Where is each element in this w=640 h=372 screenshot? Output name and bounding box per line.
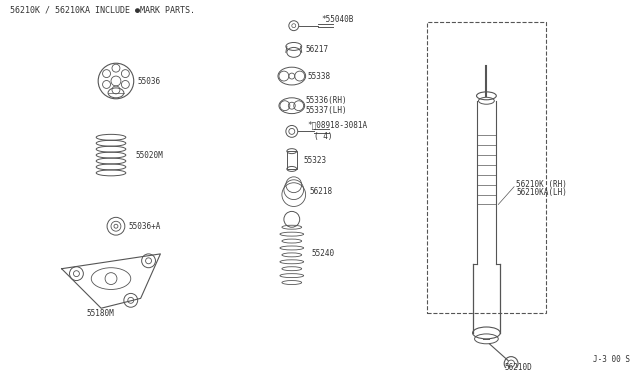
Text: 55323: 55323 xyxy=(303,155,327,164)
Text: *55040B: *55040B xyxy=(321,15,354,24)
Text: 55036: 55036 xyxy=(138,77,161,86)
Text: 55336(RH): 55336(RH) xyxy=(306,96,348,105)
Text: 55338: 55338 xyxy=(308,71,331,81)
Text: 56210K (RH): 56210K (RH) xyxy=(516,180,567,189)
Text: 56210D: 56210D xyxy=(504,363,532,372)
Text: 56210K / 56210KA INCLUDE ●MARK PARTS.: 56210K / 56210KA INCLUDE ●MARK PARTS. xyxy=(10,5,195,15)
Text: ( 4): ( 4) xyxy=(314,132,332,141)
Bar xyxy=(427,22,546,313)
Text: 55036+A: 55036+A xyxy=(129,222,161,231)
Text: 55337(LH): 55337(LH) xyxy=(306,106,348,115)
Text: 56217: 56217 xyxy=(306,45,329,54)
Text: 55020M: 55020M xyxy=(136,151,163,160)
Text: 56218: 56218 xyxy=(310,187,333,196)
Text: *08918-3081A: *08918-3081A xyxy=(308,120,368,129)
Text: 56210KA(LH): 56210KA(LH) xyxy=(516,188,567,197)
Text: 55240: 55240 xyxy=(312,249,335,259)
Text: J-3 00 S: J-3 00 S xyxy=(593,355,630,364)
Bar xyxy=(287,151,297,169)
Text: 55180M: 55180M xyxy=(86,309,114,318)
